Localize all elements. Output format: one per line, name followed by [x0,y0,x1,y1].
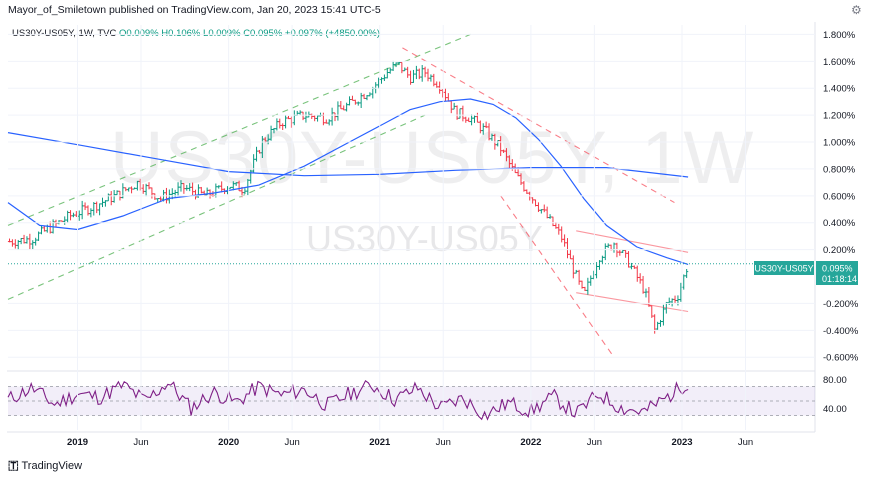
gear-icon[interactable]: ⚙ [851,3,862,17]
legend-symbol[interactable]: US30Y-US05Y, 1W, TVC [12,28,117,39]
rsi-pane: 80.00 40.00 [7,375,847,421]
price-tag-countdown: 01:18:14 [822,274,857,284]
legend-close: C0.095% [243,28,283,39]
price-tick-label: -0.200% [823,299,859,310]
time-tick-label: Jun [738,437,753,448]
symbol-legend: US30Y-US05Y, 1W, TVC O0.009% H0.106% L0.… [12,28,380,39]
price-tick-label: -0.600% [823,353,859,364]
moving-averages [7,98,689,265]
time-tick-label: Jun [436,437,451,448]
time-tick-label: 2021 [369,437,391,448]
time-tick-label: 2020 [218,437,239,448]
price-tick-label: 1.000% [823,138,856,149]
rsi-line [7,379,689,421]
time-axis[interactable]: 2019 Jun 2020 Jun 2021 Jun 2022 Jun 2023 Jun [67,25,753,448]
current-price-tag: US30Y-US05Y 0.095% 01:18:14 [754,261,858,285]
time-tick-label: 2023 [671,437,692,448]
price-tick-label: 1.200% [823,111,856,122]
price-tick-label: 0.200% [823,245,856,256]
trend-line [7,114,426,300]
price-tag-symbol-box [754,261,814,275]
price-tick-label: 1.400% [823,84,856,95]
price-tick-label: 0.400% [823,218,856,229]
price-bars [7,60,689,334]
trend-line [576,230,689,253]
trend-line [576,292,689,313]
legend-open: O0.009% [119,28,159,39]
moving-average-short [7,98,689,265]
rsi-tick-label: 80.00 [823,375,847,386]
time-tick-label: Jun [284,437,299,448]
legend-change: +0.097% (+4850.00%) [284,28,380,39]
watermark-small: US30Y-US05Y [306,218,543,259]
time-tick-label: 2022 [520,437,541,448]
tv-logo-icon: 🇹 [8,458,19,472]
price-tick-label: 1.800% [823,30,856,41]
trend-line [402,47,675,204]
trend-lines [7,33,689,358]
tradingview-logo[interactable]: 🇹 TradingView [8,458,82,473]
moving-average-long [7,132,689,178]
price-tick-label: 0.800% [823,164,856,175]
time-tick-label: 2019 [67,437,88,448]
time-tick-label: Jun [587,437,602,448]
price-tick-label: 0.600% [823,191,856,202]
watermark-big: US30Y-US05Y, 1W [110,116,755,199]
time-tick-label: Jun [133,437,148,448]
rsi-tick-label: 40.00 [823,404,847,415]
footer-brand: TradingView [21,460,83,472]
price-tag-value: 0.095% [822,264,853,274]
legend-high: H0.106% [161,28,201,39]
publisher-line: Mayor_of_Smiletown published on TradingV… [8,4,381,16]
price-tag-value-box [816,261,858,285]
legend-low: L0.009% [203,28,241,39]
price-axis[interactable]: 1.800% 1.600% 1.400% 1.200% 1.000% 0.800% 0.60… [8,30,859,364]
price-tag-symbol: US30Y-US05Y [754,264,813,274]
price-tick-label: -0.400% [823,326,859,337]
price-tick-label: 1.600% [823,57,856,68]
